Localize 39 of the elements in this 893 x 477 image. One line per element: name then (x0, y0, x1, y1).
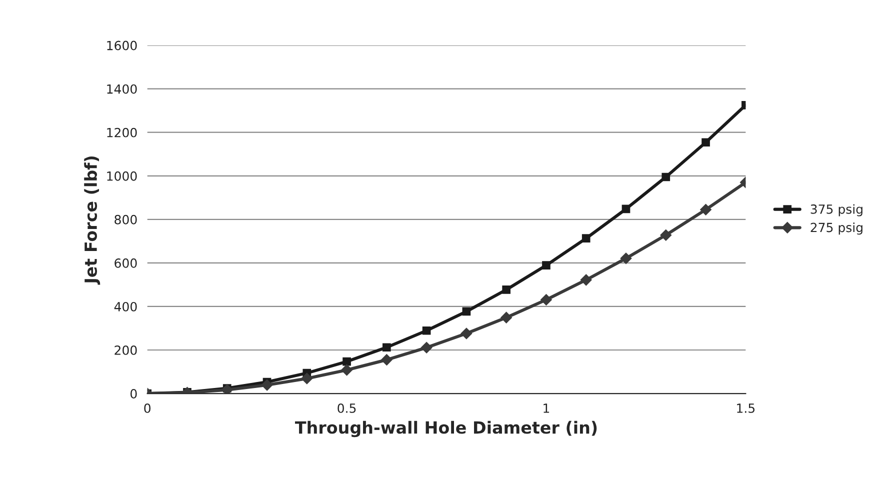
y-tick-label: 1400 (107, 84, 137, 94)
legend-label: 375 psig (810, 204, 862, 216)
point (540, 294, 552, 306)
y-tick-label: 0 (130, 388, 137, 398)
point (420, 342, 432, 354)
point (662, 172, 670, 182)
y-tick-label: 600 (114, 258, 137, 268)
point (301, 372, 312, 384)
point (622, 204, 630, 214)
point (580, 274, 592, 286)
point (542, 261, 550, 270)
point (582, 234, 590, 243)
point (381, 354, 392, 366)
y-tick-label: 400 (114, 302, 137, 312)
y-tick-label: 200 (114, 345, 137, 355)
point (341, 364, 352, 376)
point (702, 138, 710, 147)
x-tick-label: 0.5 (338, 403, 356, 413)
point (620, 252, 632, 264)
point (422, 326, 431, 335)
y-tick-label: 1000 (107, 171, 137, 181)
point (342, 357, 351, 366)
x-axis-title: Through-wall Hole Diameter (in) (295, 420, 597, 438)
point (700, 204, 712, 216)
point (500, 312, 512, 324)
point (462, 307, 471, 316)
y-tick-label: 800 (114, 214, 137, 224)
point (502, 286, 510, 294)
point (261, 379, 273, 391)
point (660, 229, 672, 241)
point (460, 328, 472, 340)
x-tick-label: 0 (144, 403, 150, 413)
x-tick-label: 1.5 (737, 404, 755, 413)
legend-label: 275 psig (810, 222, 862, 235)
y-tick-label: 1600 (107, 40, 137, 50)
point (382, 343, 391, 352)
y-axis-title: Jet Force (lbf) (84, 156, 100, 285)
y-tick-label: 1200 (107, 128, 137, 138)
x-tick-label: 1 (544, 404, 550, 413)
